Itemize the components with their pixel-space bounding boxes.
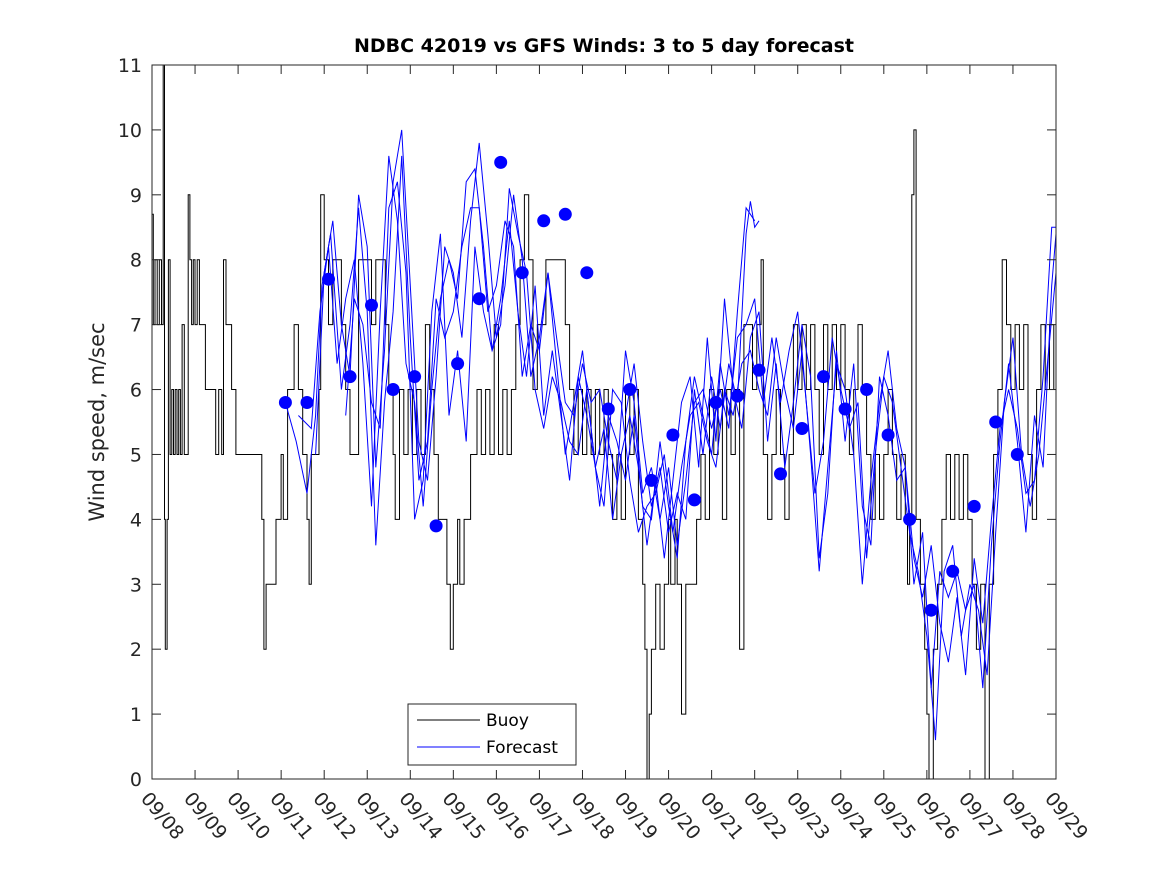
forecast-marker [774, 467, 787, 481]
forecast-marker [946, 564, 960, 578]
legend-forecast-label: Forecast [486, 738, 558, 758]
forecast-marker [817, 370, 830, 384]
forecast-marker [408, 370, 422, 384]
forecast-markers [278, 155, 1024, 617]
forecast-marker [903, 512, 917, 526]
axes-box [151, 64, 1057, 780]
forecast-marker [558, 207, 572, 221]
forecast-series-line-1 [284, 155, 756, 546]
forecast-marker [494, 155, 508, 169]
y-axis-label: Wind speed, m/sec [85, 322, 109, 521]
legend-box [407, 703, 577, 766]
forecast-marker [278, 396, 292, 409]
forecast-marker [365, 298, 378, 312]
forecast-marker [752, 363, 766, 377]
y-tick-label: 4 [130, 509, 142, 531]
y-tick-label: 7 [130, 315, 142, 337]
forecast-marker [666, 428, 680, 442]
forecast-marker [881, 428, 895, 442]
legend-buoy-label: Buoy [486, 711, 529, 731]
y-axis-ticks: 0 1 2 3 4 5 6 7 8 9 10 11 [118, 55, 1056, 791]
forecast-marker [644, 473, 658, 487]
forecast-series-line-4 [345, 181, 1056, 676]
forecast-marker [515, 266, 529, 280]
forecast-marker [343, 370, 357, 384]
forecast-marker [451, 357, 465, 371]
forecast-marker [838, 402, 852, 416]
forecast-marker [989, 415, 1003, 429]
y-tick-label: 2 [130, 639, 142, 661]
legend: Buoy Forecast [407, 703, 577, 766]
forecast-marker [472, 292, 486, 306]
chart-title: NDBC 42019 vs GFS Winds: 3 to 5 day fore… [354, 35, 854, 57]
forecast-marker [730, 389, 744, 403]
forecast-marker [537, 214, 551, 228]
forecast-marker [322, 272, 335, 286]
series-layer [152, 64, 1057, 780]
forecast-marker [1010, 448, 1024, 461]
y-tick-label: 5 [130, 444, 142, 466]
forecast-marker [601, 402, 615, 416]
forecast-series-line-5 [625, 201, 760, 533]
forecast-marker [967, 499, 981, 513]
forecast-marker [300, 396, 314, 409]
forecast-marker [429, 519, 443, 533]
forecast-marker [580, 266, 594, 280]
forecast-marker [795, 422, 809, 435]
forecast-marker [860, 383, 874, 396]
forecast-marker [386, 383, 400, 396]
y-tick-label: 8 [130, 250, 142, 272]
forecast-marker [924, 603, 938, 617]
y-tick-label: 10 [118, 120, 142, 142]
y-tick-label: 6 [130, 380, 142, 402]
forecast-marker [709, 396, 723, 409]
y-tick-label: 0 [130, 769, 142, 791]
y-tick-label: 3 [130, 574, 142, 596]
y-tick-label: 11 [118, 55, 142, 77]
forecast-marker [623, 383, 637, 396]
forecast-marker [687, 493, 701, 507]
forecast-series-line-2 [298, 155, 1057, 689]
y-tick-label: 9 [130, 185, 142, 207]
y-tick-label: 1 [130, 704, 142, 726]
